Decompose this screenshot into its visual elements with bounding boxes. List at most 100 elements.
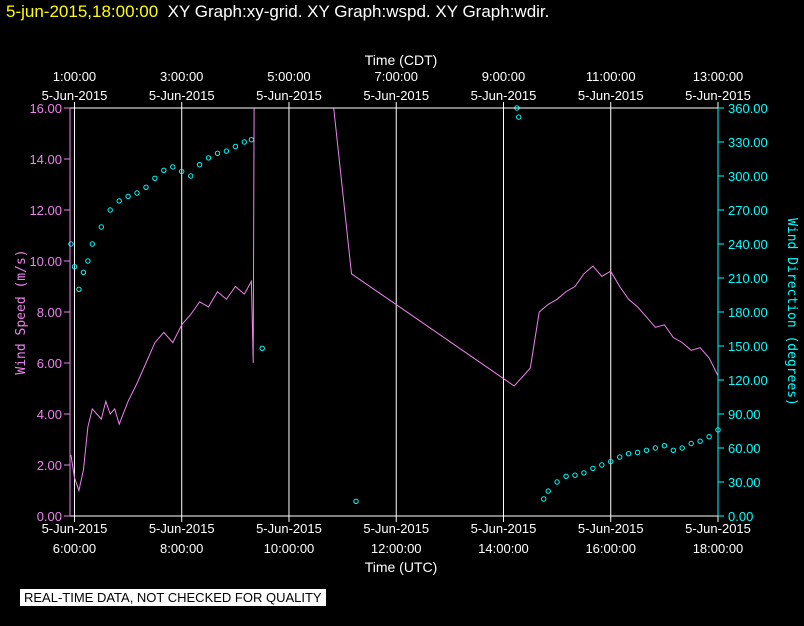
- x2-tick-label: 3:00:00: [160, 69, 203, 84]
- wind-direction-point: [241, 139, 248, 145]
- y-tick-label: 6.00: [37, 356, 62, 371]
- chart-header: 5-jun-2015,18:00:00 XY Graph:xy-grid. XY…: [6, 2, 549, 22]
- x-tick-label: 8:00:00: [160, 541, 203, 556]
- y-tick-label: 2.00: [37, 458, 62, 473]
- wind-direction-point: [179, 168, 185, 175]
- wind-direction-point: [188, 173, 194, 179]
- y-tick-label: 16.00: [29, 101, 62, 116]
- wind-direction-point: [545, 488, 551, 494]
- x-tick-label: 16:00:00: [585, 541, 636, 556]
- x2-tick-date: 5-Jun-2015: [149, 88, 215, 103]
- y2-tick-label: 90.00: [728, 407, 761, 422]
- y2-tick-label: 360.00: [728, 101, 768, 116]
- x2-tick-date: 5-Jun-2015: [363, 88, 429, 103]
- y-tick-label: 8.00: [37, 305, 62, 320]
- x2-tick-label: 1:00:00: [53, 69, 96, 84]
- x-tick-date: 5-Jun-2015: [363, 521, 429, 536]
- wind-direction-point: [634, 449, 641, 456]
- wind-direction-point: [76, 286, 82, 292]
- x-tick-date: 5-Jun-2015: [256, 521, 322, 536]
- wind-direction-point: [68, 241, 74, 247]
- wind-direction-point: [697, 438, 703, 444]
- x2-tick-label: 11:00:00: [586, 69, 636, 84]
- x-tick-date: 5-Jun-2015: [471, 521, 537, 536]
- grid-lines: [73, 108, 719, 516]
- y-tick-label: 4.00: [37, 407, 62, 422]
- wind-direction-point: [661, 443, 668, 449]
- wind-direction-point: [554, 479, 560, 485]
- wind-direction-point: [80, 269, 87, 275]
- x-tick-label: 18:00:00: [693, 541, 744, 556]
- graph-title: XY Graph:xy-grid. XY Graph:wspd. XY Grap…: [167, 2, 550, 21]
- x-tick-date: 5-Jun-2015: [42, 521, 108, 536]
- x2-tick-label: 9:00:00: [482, 69, 525, 84]
- y2-tick-label: 180.00: [728, 305, 768, 320]
- axis-labels: 5-Jun-2015 6:00:00 5-Jun-2015 8:00:00 5-Jun-…: [14, 52, 799, 575]
- y-tick-label: 12.00: [29, 203, 62, 218]
- wind-direction-point: [116, 198, 122, 204]
- y2-tick-label: 0.00: [728, 509, 753, 524]
- wind-direction-point: [196, 162, 203, 168]
- wind-direction-point: [152, 175, 158, 182]
- y2-tick-label: 270.00: [728, 203, 768, 218]
- y-tick-label: 10.00: [29, 254, 62, 269]
- y2-tick-label: 30.00: [728, 475, 761, 490]
- wind-direction-point: [652, 445, 659, 451]
- wind-direction-point: [107, 207, 113, 213]
- wind-direction-point: [581, 470, 587, 476]
- wind-direction-point: [599, 462, 605, 468]
- x2-tick-date: 5-Jun-2015: [42, 88, 108, 103]
- wind-direction-point: [625, 451, 632, 457]
- x-tick-date: 5-Jun-2015: [149, 521, 215, 536]
- y2-tick-label: 210.00: [728, 271, 768, 286]
- y2-tick-label: 120.00: [728, 373, 768, 388]
- x-tick-label: 10:00:00: [264, 541, 315, 556]
- wind-direction-point: [223, 148, 230, 154]
- wind-direction-point: [643, 447, 650, 453]
- wind-direction-point: [259, 345, 265, 351]
- y2-tick-label: 150.00: [728, 339, 768, 354]
- y-tick-label: 0.00: [37, 509, 62, 524]
- y-tick-label: 14.00: [29, 152, 62, 167]
- wind-direction-point: [353, 498, 359, 504]
- x2-tick-label: 7:00:00: [375, 69, 418, 84]
- y2-tick-label: 60.00: [728, 441, 761, 456]
- x-tick-label: 14:00:00: [478, 541, 529, 556]
- x2-tick-label: 13:00:00: [693, 69, 744, 84]
- wind-direction-point: [205, 155, 212, 161]
- y2-axis-title: Wind Direction (degrees): [784, 218, 799, 406]
- x-tick-label: 6:00:00: [53, 541, 96, 556]
- quality-notice: REAL-TIME DATA, NOT CHECKED FOR QUALITY: [20, 589, 326, 606]
- x2-axis-title: Time (CDT): [365, 52, 438, 68]
- x2-tick-label: 5:00:00: [267, 69, 310, 84]
- y-axis-title: Wind Speed (m/s): [14, 249, 29, 374]
- x2-tick-date: 5-Jun-2015: [256, 88, 322, 103]
- timestamp: 5-jun-2015,18:00:00: [6, 2, 159, 21]
- wind-direction-point: [248, 137, 255, 143]
- x-axis-title: Time (UTC): [365, 559, 438, 575]
- wind-direction-point: [516, 114, 522, 120]
- wind-direction-point: [143, 184, 149, 191]
- wind-direction-point: [125, 193, 131, 200]
- y2-tick-label: 330.00: [728, 135, 768, 150]
- y2-tick-label: 240.00: [728, 237, 768, 252]
- y2-tick-label: 300.00: [728, 169, 768, 184]
- wind-direction-point: [608, 458, 614, 465]
- x-tick-date: 5-Jun-2015: [578, 521, 644, 536]
- series-layer: [68, 105, 721, 504]
- wind-direction-point: [98, 224, 105, 230]
- wind-direction-point: [232, 143, 239, 150]
- wind-direction-point: [679, 445, 685, 451]
- wind-direction-point: [563, 473, 569, 479]
- wind-direction-point: [85, 258, 91, 264]
- axes: [64, 102, 724, 522]
- wind-direction-point: [214, 150, 221, 157]
- wind-direction-point: [134, 190, 140, 196]
- wind-direction-point: [161, 167, 167, 174]
- x-tick-date: 5-Jun-2015: [685, 521, 751, 536]
- wind-direction-point: [706, 434, 712, 440]
- wind-direction-point: [89, 241, 96, 247]
- wind-direction-point: [688, 440, 694, 447]
- wind-speed-line: [70, 107, 719, 493]
